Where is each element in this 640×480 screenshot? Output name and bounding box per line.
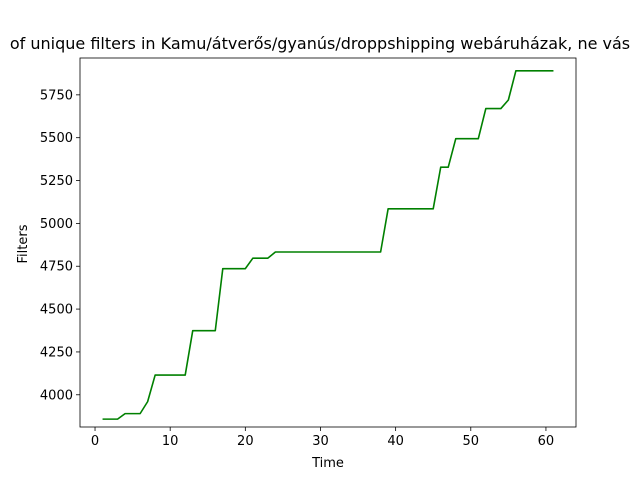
x-tick-label: 50 (463, 434, 480, 449)
x-tick-label: 60 (538, 434, 555, 449)
x-tick-label: 30 (312, 434, 329, 449)
y-tick-label: 5000 (40, 217, 73, 232)
x-tick-label: 10 (162, 434, 179, 449)
chart-title: of unique filters in Kamu/átverős/gyanús… (10, 34, 630, 53)
y-tick-label: 4000 (40, 388, 73, 403)
y-axis: 4000 4250 4500 4750 5000 5250 5500 5750 (40, 88, 80, 403)
x-axis: 0 10 20 30 40 50 60 (91, 427, 554, 449)
axes-frame (79, 57, 577, 428)
y-tick-label: 5500 (40, 131, 73, 146)
x-tick-label: 0 (91, 434, 99, 449)
x-tick-label: 20 (237, 434, 254, 449)
series-line-0 (102, 70, 554, 420)
y-axis-label: Filters (16, 224, 31, 263)
y-tick-label: 5750 (40, 88, 73, 103)
y-tick-label: 5250 (40, 174, 73, 189)
y-tick-label: 4750 (40, 260, 73, 275)
x-tick-label: 40 (387, 434, 404, 449)
x-axis-label: Time (311, 456, 344, 471)
y-tick-label: 4500 (40, 303, 73, 318)
plot-area (79, 57, 577, 428)
y-tick-label: 4250 (40, 345, 73, 360)
